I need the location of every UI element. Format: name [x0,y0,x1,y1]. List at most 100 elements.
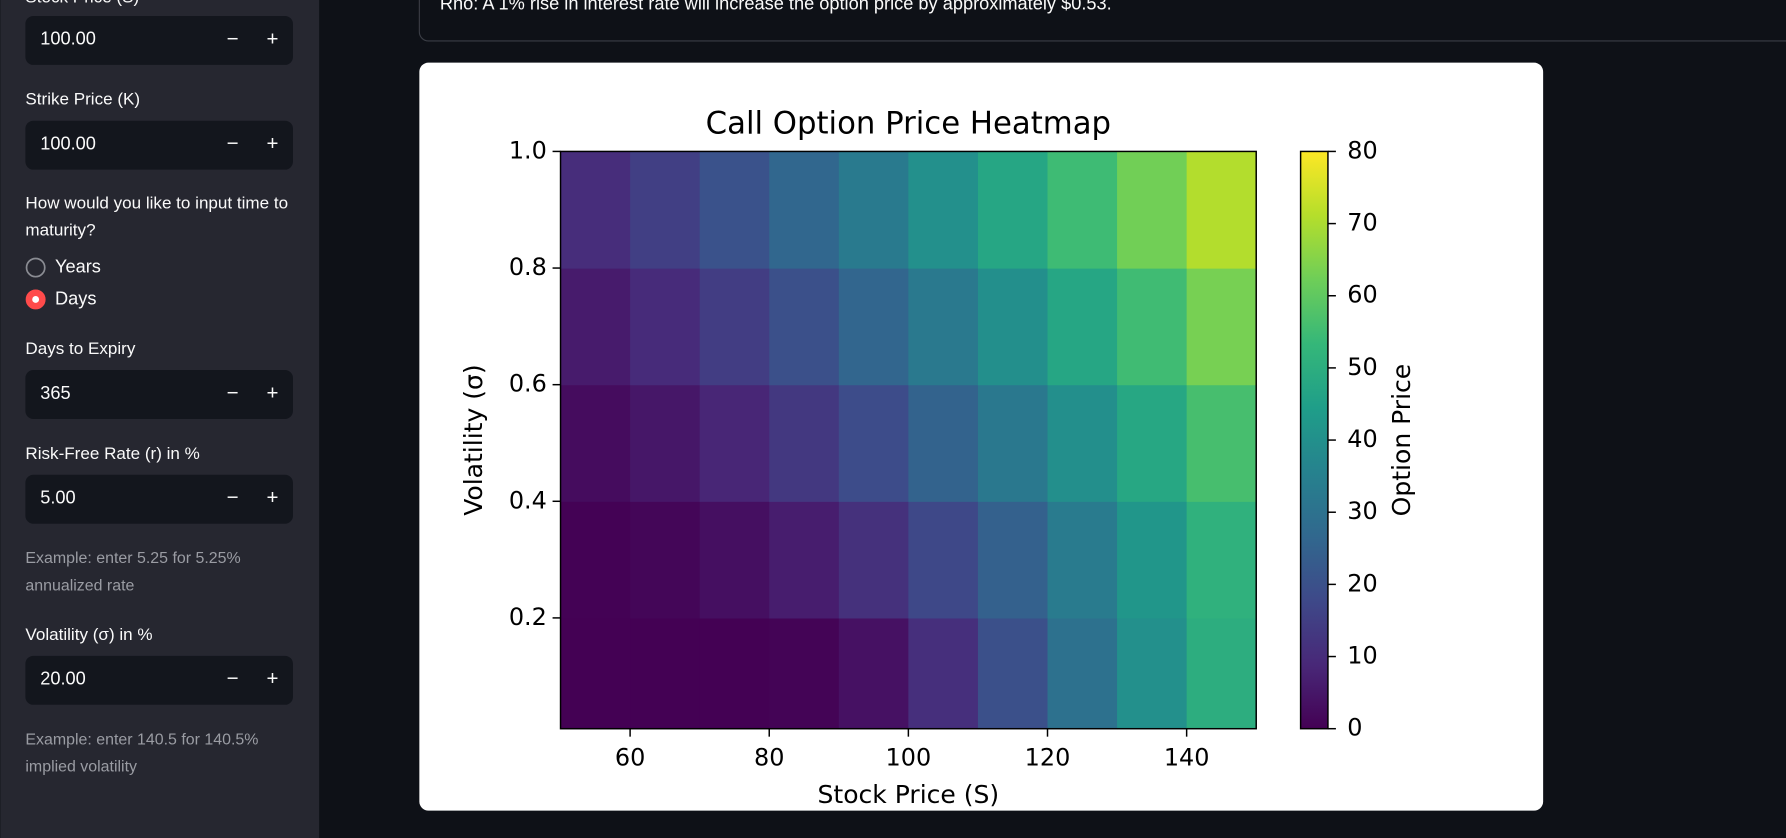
heatmap-cell [630,151,701,269]
radio-question: maturity? [25,221,95,240]
heatmap-cell [630,501,701,619]
colorbar-tick-label: 70 [1347,209,1377,237]
heatmap-cell [1117,151,1188,269]
decrement-button[interactable]: − [227,27,239,50]
y-axis-title: Volatility (σ) [459,364,488,515]
heatmap-cell [838,501,909,619]
input-value: 5.00 [40,488,75,508]
radio-dot [32,296,40,303]
x-tick-label: 80 [754,743,784,771]
number-input[interactable] [25,474,293,524]
heatmap-cell [1117,617,1188,730]
x-tick-label: 140 [1164,743,1210,771]
heatmap-cell [1117,501,1188,619]
help-text: annualized rate [25,578,134,595]
radio-label[interactable]: Days [55,288,96,308]
heatmap-cell [560,501,631,619]
radio-label[interactable]: Years [55,256,101,276]
number-input[interactable] [25,655,293,705]
y-tick-label: 0.8 [509,253,547,281]
colorbar-tick-label: 0 [1347,714,1362,742]
heatmap-cell [769,384,840,502]
heatmap-cell [977,384,1049,502]
heatmap-cell [560,384,631,502]
colorbar-tick-label: 80 [1347,136,1377,164]
heatmap-cell [908,501,979,619]
decrement-button[interactable]: − [227,486,239,509]
heatmap-cell [838,384,909,502]
decrement-button[interactable]: − [227,381,239,404]
heatmap-cell [630,268,701,386]
increment-button[interactable]: + [266,381,278,404]
heatmap-cell [630,384,701,502]
rho-box [418,0,1786,42]
colorbar [1299,150,1329,730]
heatmap-cell [699,268,770,386]
field-label: Volatility (σ) in % [25,625,152,644]
heatmap-cell [977,151,1049,269]
heatmap-cell [838,268,909,386]
radio-button[interactable] [25,257,46,278]
colorbar-tick-label: 30 [1347,497,1377,525]
heatmap-cell [838,151,909,269]
y-tick-label: 0.6 [509,370,547,398]
heatmap-cell [769,151,840,269]
heatmap-cell [560,617,631,730]
field-label: Risk-Free Rate (r) in % [25,444,199,463]
x-tick-label: 100 [886,743,932,771]
heatmap-cell [1047,151,1118,269]
input-value: 100.00 [40,133,96,153]
heatmap-cell [560,151,631,269]
y-tick-label: 0.4 [509,486,547,514]
increment-button[interactable]: + [266,486,278,509]
increment-button[interactable]: + [266,667,278,690]
y-tick-label: 0.2 [509,603,547,631]
colorbar-tick-label: 40 [1347,425,1377,453]
colorbar-tick-label: 20 [1347,569,1377,597]
decrement-button[interactable]: − [227,132,239,155]
colorbar-tick-label: 10 [1347,642,1377,670]
colorbar-title: Option Price [1387,364,1416,517]
heatmap-cell [977,268,1049,386]
increment-button[interactable]: + [266,27,278,50]
heatmap-cell [838,617,909,730]
heatmap-cell [699,501,770,619]
heatmap-cell [908,268,979,386]
heatmap-cell [1117,384,1188,502]
heatmap-cell [1047,617,1118,730]
help-text: implied volatility [25,759,137,776]
help-text: Example: enter 140.5 for 140.5% [25,731,258,748]
y-tick-label: 1.0 [509,136,547,164]
heatmap-cell [977,501,1049,619]
chart-title: Call Option Price Heatmap [706,106,1111,142]
input-value: 20.00 [40,669,86,689]
x-tick-label: 60 [615,743,645,771]
help-text: Example: enter 5.25 for 5.25% [25,550,240,567]
number-input[interactable] [25,15,293,65]
heatmap-cell [699,617,770,730]
heatmap-cell [908,151,979,269]
field-label: Stock Price (S) [25,0,139,6]
x-axis-title: Stock Price (S) [818,780,1000,809]
heatmap-cell [699,384,770,502]
heatmap-cell [1186,617,1257,730]
heatmap-cell [908,384,979,502]
heatmap-cell [1186,501,1257,619]
number-input[interactable] [25,120,293,170]
heatmap-cell [908,617,979,730]
field-label: Strike Price (K) [25,90,140,109]
colorbar-tick-label: 50 [1347,353,1377,381]
heatmap-cell [769,501,840,619]
heatmap-cell [769,617,840,730]
radio-question: How would you like to input time to [25,193,288,212]
colorbar-tick-label: 60 [1347,281,1377,309]
number-input[interactable] [25,370,293,419]
decrement-button[interactable]: − [227,667,239,690]
heatmap-cell [977,617,1049,730]
heatmap-cell [1047,384,1118,502]
input-value: 365 [40,383,70,403]
increment-button[interactable]: + [266,132,278,155]
heatmap-cell [1186,151,1257,269]
